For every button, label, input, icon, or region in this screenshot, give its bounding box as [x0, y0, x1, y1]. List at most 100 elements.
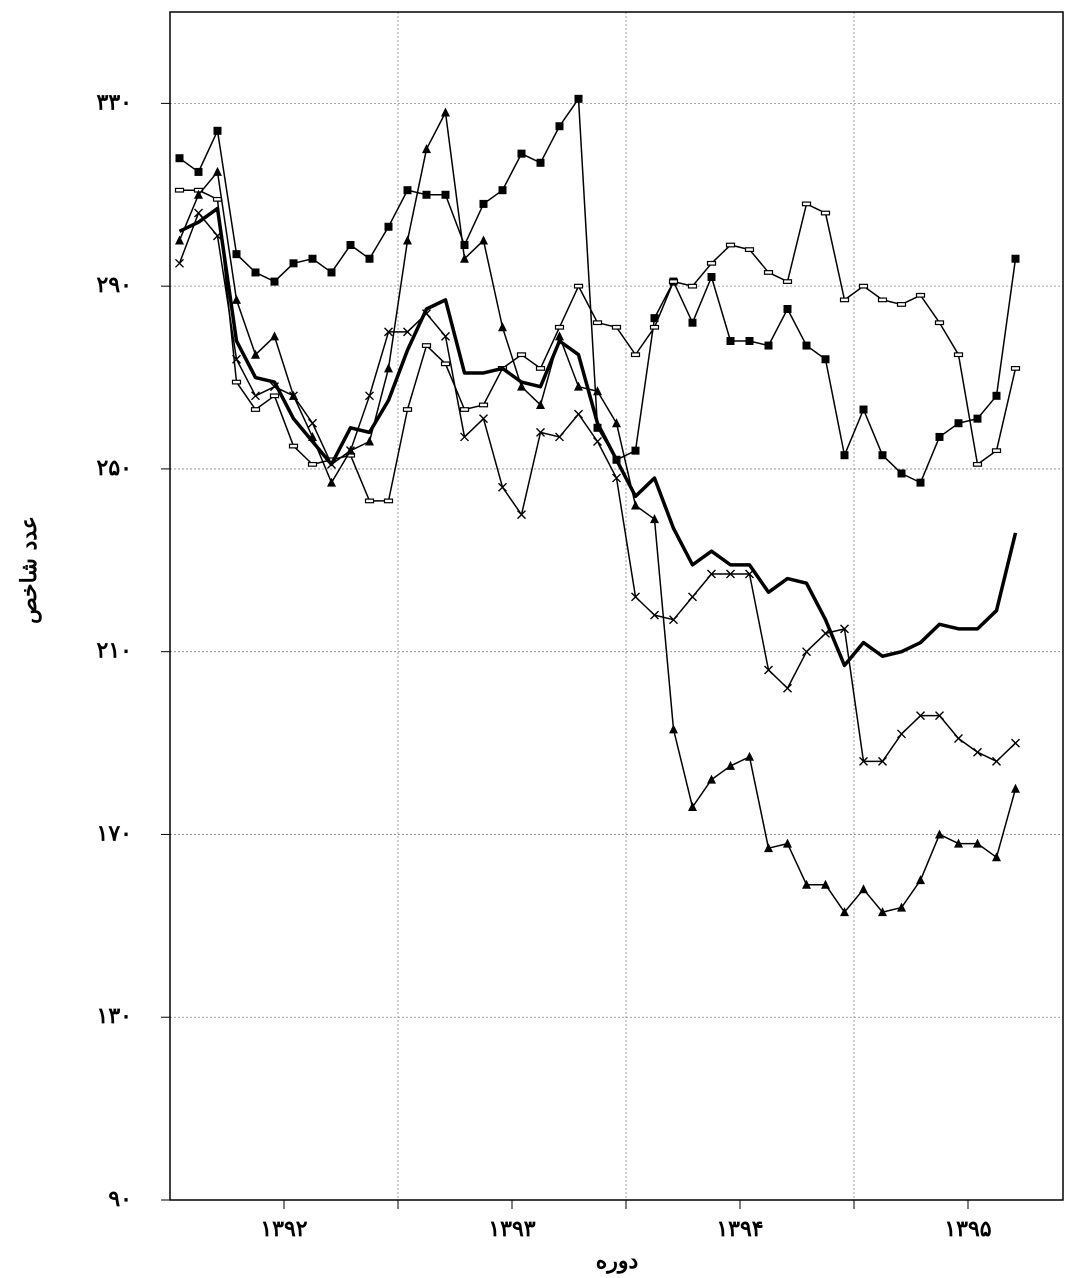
marker [441, 107, 450, 117]
marker [346, 241, 355, 250]
marker [801, 201, 812, 207]
marker [402, 407, 413, 412]
marker [365, 254, 374, 263]
marker [897, 469, 906, 478]
marker [1011, 783, 1020, 793]
marker [669, 724, 678, 734]
marker [175, 154, 184, 163]
marker [631, 592, 640, 602]
marker [403, 327, 412, 337]
marker [384, 222, 393, 231]
marker [232, 294, 241, 304]
y-tick-label: ۲۱۰ [97, 638, 132, 664]
marker [611, 324, 622, 330]
marker [896, 302, 907, 307]
marker [403, 186, 412, 195]
marker [536, 427, 545, 437]
marker [897, 902, 906, 912]
marker [1011, 254, 1020, 263]
marker [593, 386, 602, 396]
marker [802, 647, 811, 657]
marker [440, 361, 451, 367]
marker [479, 235, 488, 245]
marker [878, 451, 887, 460]
series-line [179, 189, 1017, 502]
marker [175, 235, 184, 245]
marker [308, 254, 317, 263]
y-tick-label: ۱۳۰ [97, 1003, 132, 1029]
marker [916, 711, 925, 721]
marker [175, 258, 184, 268]
marker [859, 405, 868, 414]
marker [726, 336, 735, 345]
marker [916, 478, 925, 487]
series-line [178, 212, 1017, 763]
marker [992, 852, 1001, 862]
series-line [178, 206, 1018, 668]
marker [859, 884, 868, 894]
y-axis-label: عدد شاخص [16, 516, 42, 624]
marker [289, 391, 298, 401]
marker [269, 393, 280, 399]
marker [764, 843, 773, 853]
x-tick-label: ۱۳۹۵ [944, 1216, 991, 1242]
marker [365, 391, 374, 401]
marker [593, 423, 602, 432]
marker [991, 448, 1002, 454]
series-line [178, 111, 1017, 913]
marker [877, 297, 888, 303]
marker [403, 235, 412, 245]
marker [630, 352, 641, 358]
x-axis-label: دوره [596, 1248, 639, 1274]
marker [194, 167, 203, 176]
marker [307, 461, 318, 467]
marker [820, 210, 831, 216]
marker [574, 409, 583, 419]
marker [782, 279, 793, 284]
marker [935, 711, 944, 721]
marker [840, 624, 849, 634]
marker [934, 320, 945, 326]
marker [631, 500, 640, 510]
marker [725, 242, 736, 248]
marker [802, 879, 811, 889]
marker [516, 352, 527, 358]
marker [973, 838, 982, 848]
marker [441, 331, 450, 341]
marker [649, 324, 660, 330]
marker [555, 122, 564, 131]
marker [650, 314, 659, 323]
marker [935, 829, 944, 839]
marker [194, 208, 203, 218]
marker [232, 354, 241, 364]
marker [365, 436, 374, 446]
y-tick-label: ۲۹۰ [97, 272, 132, 298]
marker [992, 391, 1001, 400]
marker [554, 324, 565, 330]
marker [573, 283, 584, 289]
marker [517, 510, 526, 520]
marker [631, 446, 640, 455]
marker [764, 665, 773, 675]
marker [706, 260, 717, 266]
marker [250, 407, 261, 412]
marker [612, 418, 621, 428]
marker [478, 402, 489, 408]
marker [536, 158, 545, 167]
marker [289, 259, 298, 268]
marker [821, 879, 830, 889]
marker [251, 391, 260, 401]
marker [213, 126, 222, 135]
marker [839, 297, 850, 303]
marker [953, 352, 964, 358]
marker [668, 279, 679, 284]
plot-frame [169, 11, 1064, 1201]
marker [421, 343, 432, 348]
marker [592, 320, 603, 326]
marker [212, 196, 223, 202]
marker [460, 432, 469, 442]
x-tick-label: ۱۳۹۳ [488, 1216, 535, 1242]
marker [707, 569, 716, 579]
